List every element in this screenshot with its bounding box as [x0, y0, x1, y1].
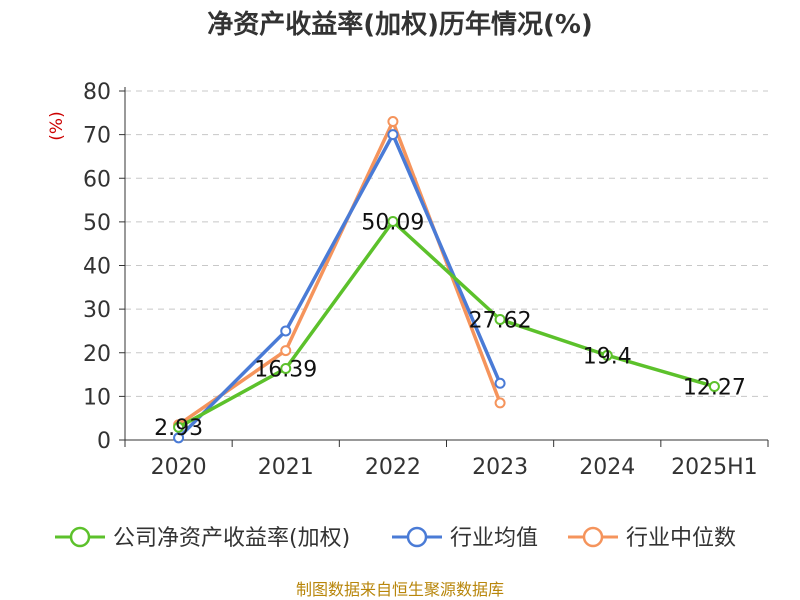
- legend-marker-2: [582, 526, 604, 548]
- y-tick-label-70: 70: [83, 124, 111, 149]
- y-tick-label-60: 60: [83, 167, 111, 192]
- data-point-s1-2022: [387, 129, 399, 141]
- data-label-2024: 19.4: [583, 344, 632, 369]
- data-point-s2-2022: [387, 116, 399, 128]
- y-axis-label: (%): [47, 111, 67, 140]
- legend-label-1: 行业均值: [450, 526, 538, 551]
- x-tick-label-2020: 2020: [151, 455, 207, 480]
- y-tick-label-20: 20: [83, 342, 111, 367]
- axes: 0 10 20 30 40 50 60 70 80 2020 2021 2022 2023 2024 202…: [83, 80, 769, 480]
- data-point-s0-2021: [280, 362, 292, 374]
- series-lines: [173, 116, 720, 444]
- data-point-s0-2020: [173, 421, 185, 433]
- legend: 公司净资产收益率(加权) 行业均值 行业中位数: [55, 526, 736, 551]
- y-tick-label-50: 50: [83, 211, 111, 236]
- chart-title: 净资产收益率(加权)历年情况(%): [207, 9, 593, 40]
- legend-label-2: 行业中位数: [626, 526, 736, 551]
- data-point-s2-2023: [494, 397, 506, 409]
- y-tick-label-0: 0: [97, 429, 111, 454]
- data-label-2022: 50.09: [361, 210, 424, 235]
- y-tick-label-10: 10: [83, 385, 111, 410]
- source-note: 制图数据来自恒生聚源数据库: [296, 580, 504, 599]
- y-tick-label-40: 40: [83, 255, 111, 280]
- legend-marker-1: [406, 526, 428, 548]
- data-point-s1-2020: [173, 432, 185, 444]
- x-tick-label-2022: 2022: [365, 455, 421, 480]
- data-label-2023: 27.62: [469, 309, 532, 334]
- data-point-s0-2024: [601, 349, 613, 361]
- data-point-s1-2021: [280, 325, 292, 337]
- series-line-0: [176, 219, 717, 429]
- data-label-2021: 16.39: [254, 357, 317, 382]
- data-labels: 2.93 16.39 50.09 27.62 19.4 12.27: [154, 210, 746, 441]
- x-tick-label-2023: 2023: [472, 455, 528, 480]
- series-line-1: [176, 132, 502, 440]
- data-point-s0-2025H1: [708, 380, 720, 392]
- grid: [125, 90, 768, 397]
- legend-marker-0: [69, 526, 91, 548]
- data-point-s2-2021: [280, 345, 292, 357]
- y-tick-label-80: 80: [83, 80, 111, 105]
- x-tick-label-2021: 2021: [258, 455, 314, 480]
- data-point-s0-2023: [494, 314, 506, 326]
- x-tick-label-2024: 2024: [579, 455, 635, 480]
- legend-label-0: 公司净资产收益率(加权): [113, 526, 350, 551]
- x-tick-label-2025H1: 2025H1: [671, 455, 758, 480]
- y-tick-label-30: 30: [83, 298, 111, 323]
- data-label-2020: 2.93: [154, 416, 203, 441]
- data-label-2025H1: 12.27: [683, 375, 746, 400]
- data-point-s1-2023: [494, 377, 506, 389]
- data-point-s0-2022: [387, 215, 399, 227]
